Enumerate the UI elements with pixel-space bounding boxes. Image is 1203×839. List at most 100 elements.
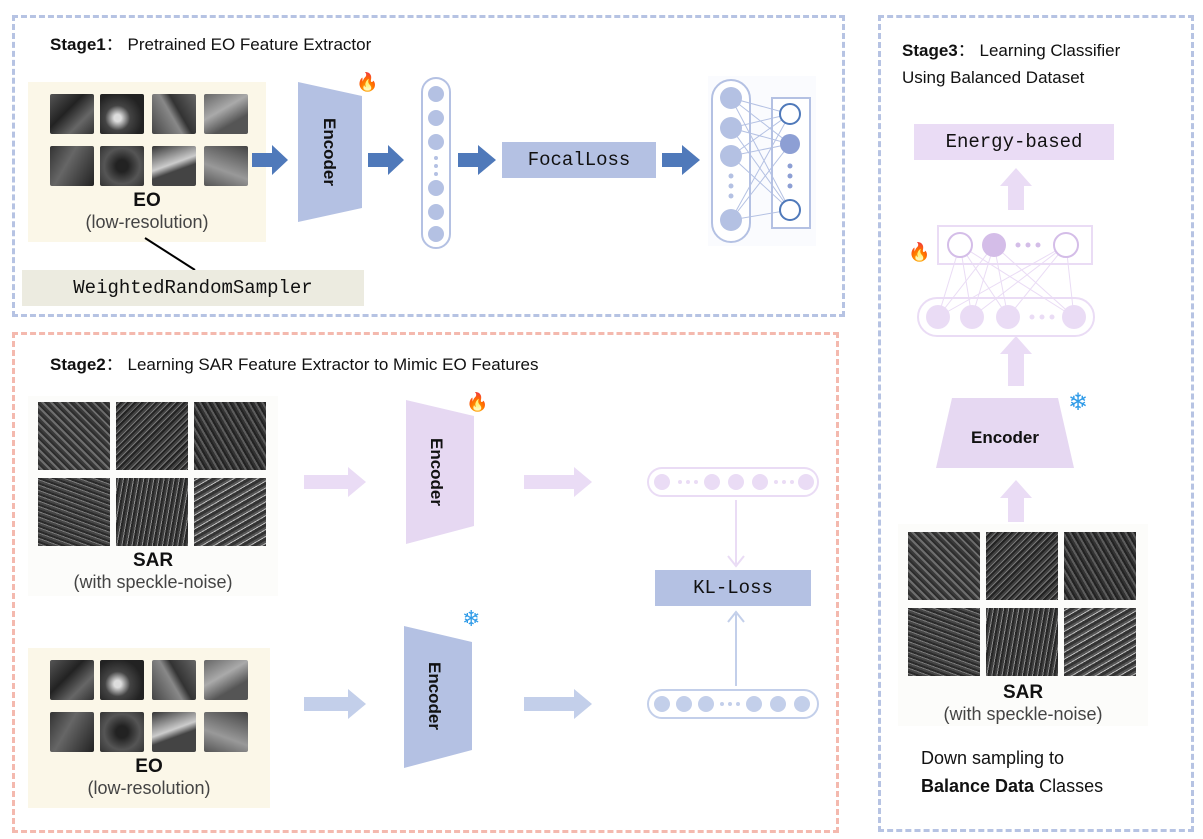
- sar-thumb: [1064, 532, 1136, 600]
- flame-icon: 🔥: [356, 72, 379, 92]
- stage3-arrows: [1000, 168, 1032, 522]
- sar-thumb: [194, 402, 266, 470]
- stage1-title: Stage1： Pretrained EO Feature Extractor: [50, 35, 372, 54]
- flame-icon: 🔥: [908, 242, 931, 262]
- focalloss-label: FocalLoss: [527, 149, 631, 171]
- stage1-label: Stage1: [50, 35, 106, 54]
- eo-thumb: [50, 712, 94, 752]
- arrow-icon: [524, 689, 592, 719]
- stage3-box: [878, 15, 1194, 832]
- sar-thumb: [908, 532, 980, 600]
- stage3-note: Down sampling to Balance Data Classes: [921, 744, 1103, 800]
- stage2-arrows-top: [304, 467, 592, 497]
- sar-thumb: [194, 478, 266, 546]
- arrow-icon: [252, 145, 288, 175]
- stage1-title-text: Pretrained EO Feature Extractor: [127, 35, 372, 54]
- stage1-encoder-label: Encoder: [320, 117, 339, 187]
- sar-caption: SAR: [132, 550, 174, 571]
- energy-label: Energy-based: [945, 131, 1083, 153]
- stage1-box: [12, 15, 845, 317]
- sampler-label: WeightedRandomSampler: [73, 277, 313, 299]
- arrow-icon: [524, 467, 592, 497]
- sar-thumb: [116, 478, 188, 546]
- stage3-label: Stage3: [902, 41, 958, 60]
- stage1-feature-vector: [421, 77, 451, 249]
- eo-thumb: [152, 712, 196, 752]
- stage2-encoder-top-label: Encoder: [427, 437, 446, 507]
- stage2-title: Stage2： Learning SAR Feature Extractor t…: [50, 355, 539, 374]
- klloss-box: KL-Loss: [655, 570, 811, 606]
- arrow-icon: [304, 689, 366, 719]
- eo-thumb: [100, 94, 144, 134]
- snowflake-icon: ❄: [462, 606, 481, 631]
- sar-thumb: [38, 402, 110, 470]
- arrow-icon: [1000, 480, 1032, 522]
- stage1-arrows: [252, 145, 700, 175]
- energy-box: Energy-based: [914, 124, 1114, 160]
- stage3-encoder-label: Encoder: [970, 428, 1040, 447]
- sar-thumb: [1064, 608, 1136, 676]
- arrow-icon: [304, 467, 366, 497]
- stage3-title-line2: Using Balanced Dataset: [902, 68, 1085, 87]
- stage2-feature-vector-bottom: [647, 689, 819, 719]
- stage3-note-line2: Balance Data Classes: [921, 772, 1103, 800]
- sar-thumb: [908, 608, 980, 676]
- sampler-connector: [144, 237, 196, 271]
- sar-caption: SAR: [1002, 682, 1044, 703]
- stage2-eo-image: EO (low-resolution): [28, 648, 270, 808]
- arrow-icon: [458, 145, 496, 175]
- eo-thumb: [152, 146, 196, 186]
- eo-thumb: [100, 146, 144, 186]
- sampler-box: WeightedRandomSampler: [22, 270, 364, 306]
- kl-arrows: [727, 500, 745, 686]
- stage2-encoder-bottom-shape: [404, 626, 472, 768]
- eo-thumb: [204, 712, 248, 752]
- eo-caption: EO: [133, 190, 161, 211]
- stage2-box: [12, 332, 839, 833]
- arrow-icon: [1000, 168, 1032, 210]
- focalloss-box: FocalLoss: [502, 142, 656, 178]
- eo-thumb: [152, 660, 196, 700]
- stage2-feature-vector-top: [647, 467, 819, 497]
- eo-thumb: [100, 712, 144, 752]
- stage3-encoder-shape: [936, 398, 1074, 468]
- stage3-note-rest: Classes: [1034, 776, 1104, 796]
- stage3-classifier: [917, 225, 1095, 337]
- stage2-arrows-bottom: [304, 689, 592, 719]
- sar-thumb: [116, 402, 188, 470]
- eo-thumb: [204, 660, 248, 700]
- sar-subcaption: (with speckle-noise): [943, 704, 1103, 724]
- stage1-eo-image: EO (low-resolution): [28, 82, 266, 242]
- stage3-title-line1: Learning Classifier: [979, 41, 1121, 60]
- stage3-note-line1: Down sampling to: [921, 748, 1065, 768]
- stage1-classifier: [708, 76, 816, 246]
- flame-icon: 🔥: [466, 392, 489, 412]
- sar-subcaption: (with speckle-noise): [73, 572, 233, 592]
- stage3-sar-image: SAR (with speckle-noise): [898, 524, 1148, 726]
- stage3-note-bold: Balance Data: [921, 776, 1035, 796]
- stage2-sar-image: SAR (with speckle-noise): [28, 396, 278, 596]
- sar-thumb: [986, 608, 1058, 676]
- stage1-encoder-shape: [298, 82, 362, 222]
- sar-thumb: [38, 478, 110, 546]
- eo-thumb: [152, 94, 196, 134]
- stage2-encoder-top-shape: [406, 400, 474, 544]
- eo-caption: EO: [135, 756, 163, 777]
- stage2-label: Stage2: [50, 355, 106, 374]
- eo-subcaption: (low-resolution): [85, 212, 209, 232]
- eo-subcaption: (low-resolution): [87, 778, 211, 798]
- stage2-encoder-bottom-label: Encoder: [425, 661, 444, 731]
- eo-thumb: [50, 146, 94, 186]
- arrow-icon: [662, 145, 700, 175]
- eo-thumb: [50, 94, 94, 134]
- eo-thumb: [204, 94, 248, 134]
- snowflake-icon: ❄: [1068, 389, 1089, 416]
- eo-thumb: [204, 146, 248, 186]
- eo-thumb: [50, 660, 94, 700]
- arrow-icon: [368, 145, 404, 175]
- arrow-icon: [1000, 336, 1032, 386]
- stage2-title-text: Learning SAR Feature Extractor to Mimic …: [127, 355, 539, 374]
- eo-thumb: [100, 660, 144, 700]
- stage3-title: Stage3： Learning Classifier: [902, 41, 1121, 60]
- sar-thumb: [986, 532, 1058, 600]
